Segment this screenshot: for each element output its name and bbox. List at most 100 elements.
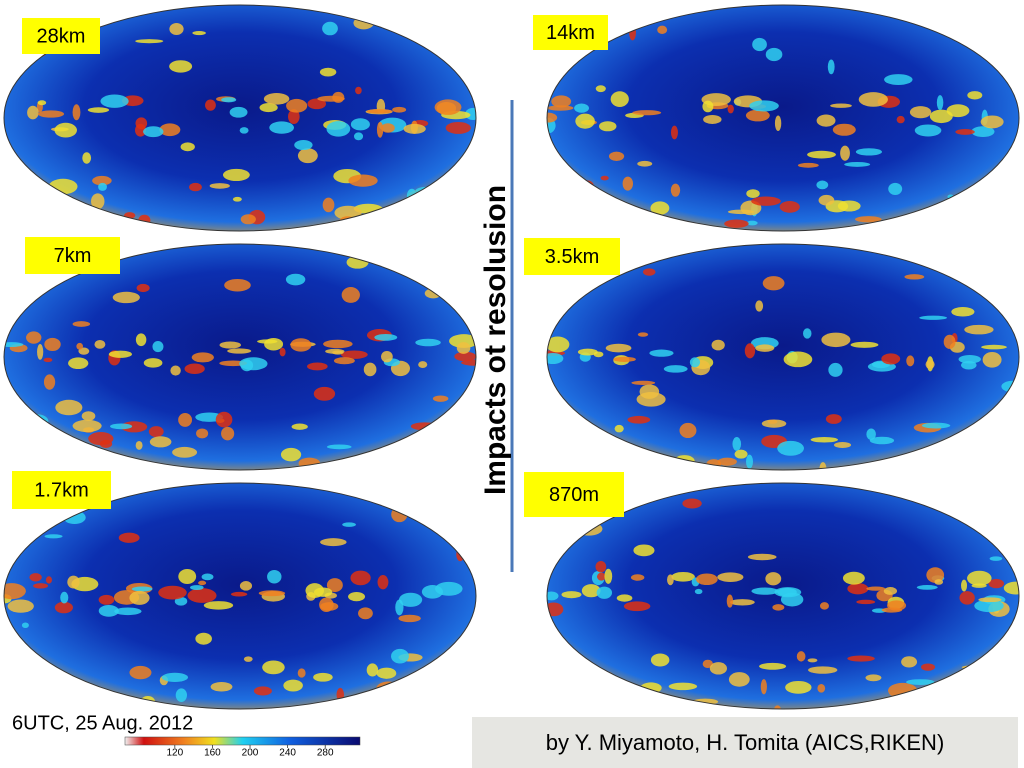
cloud: [326, 578, 343, 593]
cloud: [135, 117, 148, 130]
cloud: [1000, 456, 1019, 461]
cloud: [884, 74, 913, 85]
map-features: [4, 16, 476, 231]
map-background: [547, 244, 1019, 470]
cloud: [415, 338, 441, 347]
cloud: [224, 278, 251, 292]
cloud: [129, 590, 150, 605]
cloud: [985, 431, 1002, 443]
cloud: [825, 414, 842, 424]
cloud: [957, 210, 978, 227]
cloud: [174, 596, 188, 606]
cloud: [663, 365, 688, 373]
cloud: [650, 653, 670, 667]
cloud: [631, 380, 656, 385]
cloud: [33, 583, 49, 589]
cloud: [925, 359, 935, 369]
cloud: [981, 344, 1007, 350]
cloud: [982, 351, 1002, 368]
cloud: [148, 426, 164, 438]
cloud: [637, 332, 649, 337]
cloud: [744, 343, 756, 359]
cloud: [381, 123, 395, 133]
cloud: [967, 91, 983, 100]
cloud: [921, 422, 951, 429]
cloud: [15, 452, 41, 460]
cloud: [1001, 380, 1019, 393]
cloud: [262, 660, 285, 675]
cloud: [682, 498, 702, 509]
cloud: [391, 506, 408, 523]
cloud: [267, 569, 282, 584]
cloud: [926, 567, 945, 583]
cloud: [896, 115, 905, 124]
cloud: [112, 291, 140, 304]
cloud: [195, 632, 212, 645]
cloud: [297, 668, 306, 678]
cloud: [169, 22, 184, 35]
cloud: [866, 465, 895, 470]
cloud: [913, 455, 925, 466]
cloud: [283, 679, 303, 692]
label-box: [524, 238, 620, 275]
cloud: [961, 579, 968, 592]
cloud: [844, 161, 871, 167]
cloud: [243, 656, 253, 662]
cloud: [610, 91, 629, 107]
cloud: [445, 121, 471, 134]
cloud: [819, 602, 829, 610]
cloud: [143, 126, 164, 138]
cloud: [465, 107, 476, 121]
label-box: [22, 18, 100, 54]
cloud: [307, 98, 327, 110]
cloud: [803, 328, 812, 339]
cloud: [668, 682, 698, 691]
cloud: [288, 109, 300, 125]
cloud: [27, 105, 39, 120]
cloud: [209, 183, 230, 189]
cloud: [4, 673, 13, 684]
cloud: [353, 16, 374, 30]
credit-box: [472, 717, 1018, 768]
cloud: [694, 588, 703, 595]
cloud: [307, 362, 328, 371]
cloud: [856, 599, 876, 605]
cloud: [37, 344, 44, 360]
resolution-label: 7km: [54, 245, 92, 267]
cloud: [322, 197, 335, 213]
map-outline: [546, 4, 1020, 232]
cloud: [55, 399, 83, 416]
cloud: [222, 168, 250, 182]
cloud: [43, 374, 56, 390]
cloud: [883, 464, 892, 470]
map-outline: [546, 243, 1020, 471]
cloud: [547, 218, 559, 227]
cloud: [827, 59, 835, 75]
cloud: [391, 648, 409, 664]
cloud: [847, 583, 869, 595]
maps: 28km 14km 7km 3.5km 1.7km 870m: [3, 4, 1020, 710]
cloud: [363, 362, 377, 377]
cloud: [101, 456, 113, 470]
cloud: [637, 160, 653, 167]
map-panel: 3.5km: [524, 238, 1020, 471]
cloud: [374, 334, 398, 341]
cloud: [187, 588, 217, 603]
cloud: [547, 300, 558, 313]
cloud: [934, 226, 958, 231]
cloud: [4, 342, 24, 348]
cloud: [98, 594, 115, 605]
cloud: [178, 568, 197, 585]
cloud: [418, 361, 428, 369]
resolution-label: 870m: [549, 484, 599, 506]
cloud: [45, 576, 53, 584]
cloud: [622, 176, 634, 191]
cloud: [313, 672, 333, 682]
cloud: [239, 581, 253, 591]
cloud: [962, 503, 970, 515]
cloud: [172, 446, 198, 458]
cloud: [978, 597, 1002, 603]
cloud: [325, 348, 345, 354]
cloud: [158, 585, 187, 600]
cloud: [914, 124, 942, 137]
